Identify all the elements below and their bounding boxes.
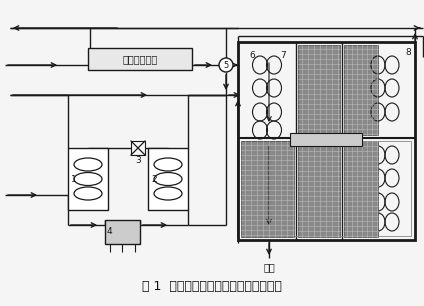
Text: 7: 7 (280, 50, 286, 59)
Bar (131, 141, 145, 155)
Bar (68, 148, 108, 210)
Bar (344, 141, 378, 237)
Bar (88, 48, 192, 70)
Bar (105, 220, 140, 244)
Text: 6: 6 (249, 50, 255, 59)
Text: 8: 8 (405, 47, 411, 57)
Bar (241, 141, 294, 237)
Bar (238, 42, 415, 240)
Text: 3: 3 (135, 155, 141, 165)
Text: 太阳能集热器: 太阳能集热器 (123, 54, 158, 64)
Text: 2: 2 (151, 174, 156, 184)
Circle shape (219, 58, 233, 72)
Bar (148, 148, 188, 210)
Bar (290, 133, 362, 146)
Bar (344, 45, 378, 135)
Text: 淡水: 淡水 (263, 262, 275, 272)
Bar (298, 141, 340, 237)
Text: 5: 5 (223, 61, 229, 69)
Bar (298, 45, 340, 135)
Text: 4: 4 (107, 227, 113, 237)
Bar (242, 141, 411, 236)
Text: 图 1  太阳能海水淡化与组合式空调系统: 图 1 太阳能海水淡化与组合式空调系统 (142, 281, 282, 293)
Text: 1: 1 (71, 174, 77, 184)
